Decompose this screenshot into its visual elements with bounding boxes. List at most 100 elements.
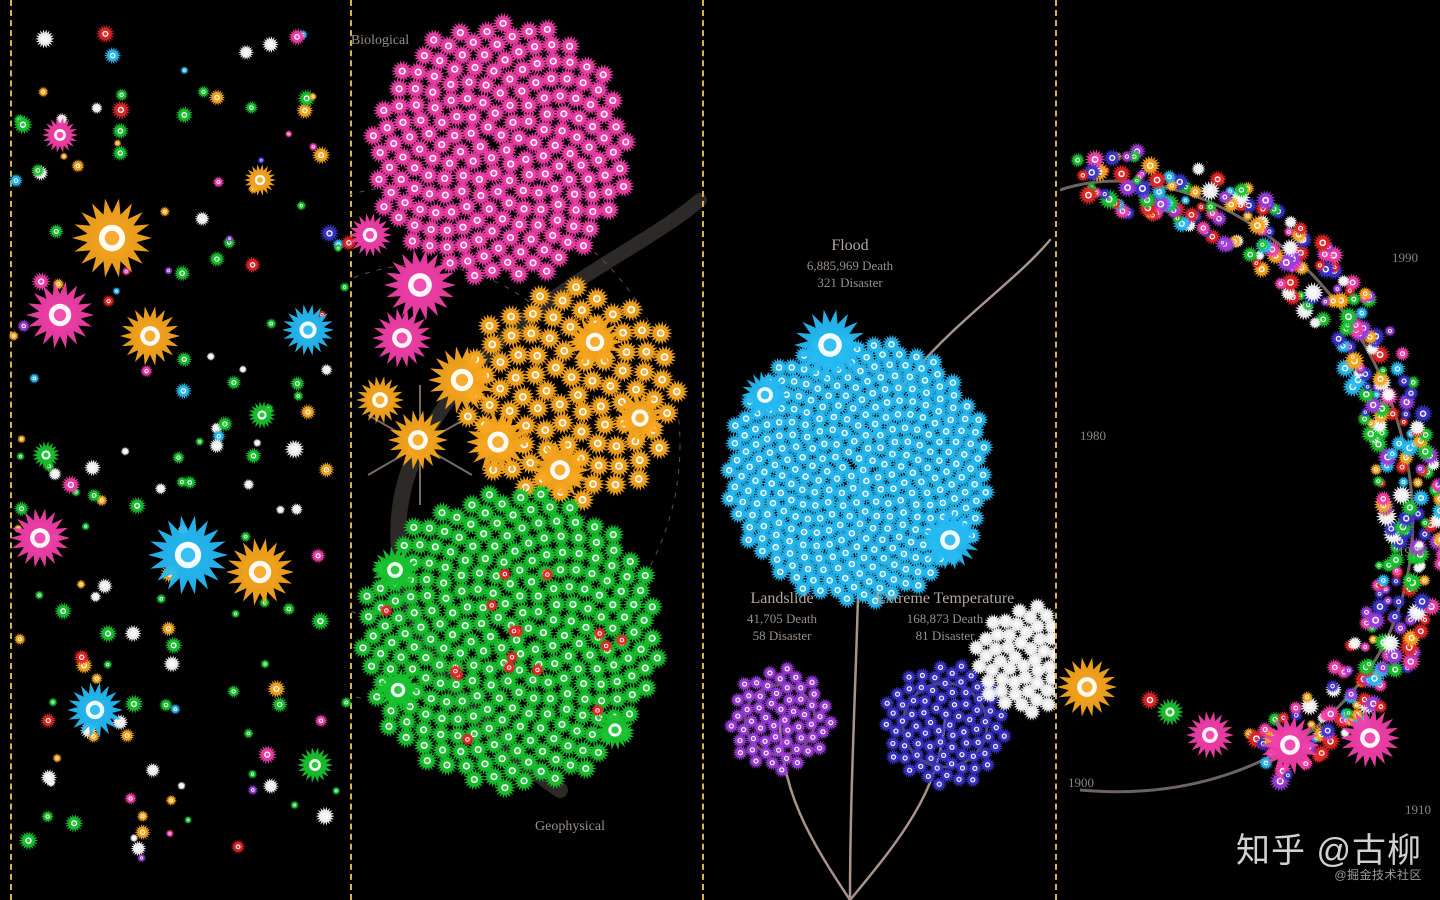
scatter-big-orange [120,306,180,365]
scatter-dot-green [176,351,192,367]
dot-pink [582,201,604,223]
scatter-dot-cyan [9,174,23,188]
scatter-big-pink [26,282,94,349]
scatter-dot-white [276,505,286,514]
scatter-dot-purple [164,266,173,275]
timeline-dot-cyan [1389,361,1406,378]
timeline-dot-white [1191,162,1206,176]
scatter-dot-green [245,448,262,465]
scatter-dot-green [226,375,241,390]
scatter-dot-red [231,840,246,854]
scatter-dot-red [40,713,56,729]
dot-orange [607,454,631,478]
scatter-dot-green [99,624,118,643]
scatter-dot-white [35,29,55,48]
axis-year-1990: 1990 [1392,250,1418,266]
dot-orange [630,319,654,343]
scatter-dot-cyan [180,66,189,74]
scatter-dot-white [262,778,279,794]
dot-orange [604,473,628,497]
scatter-dot-pink [166,829,175,837]
scatter-dot-green [48,697,58,706]
scatter-dot-green [266,318,277,329]
scatter-dot-green [103,660,113,670]
scatter-dot-green [34,590,44,600]
scatter-dot-orange [14,633,26,645]
dot-pink [436,219,458,241]
scatter-dot-orange [17,435,26,444]
scatter-big-orange [72,199,152,278]
scatter-dot-pink [212,176,224,188]
scatter-dot-green [260,659,270,669]
scatter-big-orange [244,164,276,196]
scatter-dot-green [240,531,251,542]
scatter-big-cyan [67,682,123,737]
timeline-dot-pink [1395,346,1411,362]
scatter-dot-green [124,694,143,713]
dot-orange [627,467,651,491]
scatter-dot-green [271,696,288,713]
flower-label-extreme_temp: Extreme Temperature168,873 Death81 Disas… [876,588,1015,645]
scatter-dot-orange [166,795,177,806]
timeline-dot-indigo [1391,594,1406,609]
dot-orange [593,413,617,437]
scatter-dot-cyan [112,287,120,295]
axis-year-1970: 1970 [1398,544,1424,560]
scatter-dot-white [238,45,254,61]
scatter-dot-green [156,593,167,604]
dot-orange [614,340,638,364]
dot-pink [391,60,413,82]
panel-timeline [1055,0,1440,900]
scatter-dot-orange [267,680,286,699]
scatter-dot-white [91,102,103,114]
dot-orange [604,434,628,458]
scatter-dot-green [174,265,191,282]
dot-pink [388,78,410,100]
scatter-big-cyan [148,516,228,595]
timeline-dot-green [1070,153,1085,168]
scatter-dot-purple [137,853,146,862]
scatter-dot-orange [60,152,68,160]
scatter-dot-white [239,365,247,373]
orange_cluster-big-orange [356,376,404,423]
scatter-dot-white [90,591,102,603]
scatter-dot-green [13,115,33,134]
scatter-big-green [297,747,333,782]
scatter-dot-green [112,122,129,139]
dot-indigo [993,708,1009,724]
scatter-dot-green [112,145,129,161]
scatter-dot-green [175,106,193,124]
scatter-dot-white [206,352,215,361]
scatter-dot-green [128,497,146,515]
dot-orange [587,454,611,478]
timeline-dot-pink [1359,641,1371,652]
dot-indigo [901,669,917,685]
scatter-dot-green [339,282,349,292]
scatter-dot-green [165,636,183,654]
scatter-dot-cyan [29,373,40,384]
scatter-dot-green [81,522,90,531]
scatter-dot-orange [120,728,135,743]
scatter-dot-green [159,698,173,712]
orange_cluster-big-orange [388,410,448,469]
category-label-geophysical: Geophysical [535,818,605,837]
scatter-dot-red [102,295,115,308]
scatter-dot-orange [52,753,62,762]
scatter-dot-orange [91,673,103,685]
scatter-dot-red [111,100,130,119]
dot-orange [500,324,524,348]
dot-indigo [980,757,996,773]
scatter-dot-cyan [104,47,121,64]
flower-landslide [723,661,838,778]
scatter-dot-white [124,625,142,642]
scatter-dot-indigo [257,156,265,164]
scatter-dot-green [332,787,341,796]
scatter-dot-orange [300,404,316,420]
timeline-big-green [1156,698,1184,726]
timeline-big-orange [1057,657,1117,716]
scatter-dot-red [96,24,115,43]
scatter-dot-green [231,609,240,618]
scatter-dot-green [209,251,226,267]
dot-orange [499,305,523,329]
axis-year-1910: 1910 [1405,802,1431,818]
